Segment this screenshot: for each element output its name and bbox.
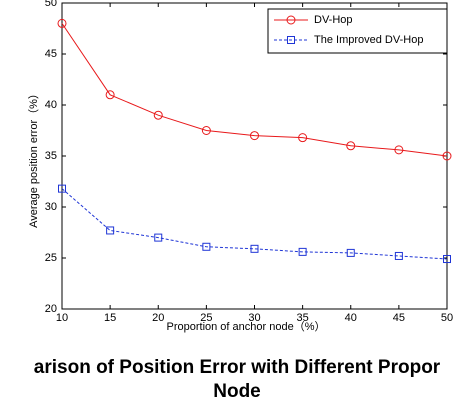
marker (298, 247, 307, 256)
x-axis-label: Proportion of anchor node（%） (167, 320, 326, 333)
x-tick-label: 40 (345, 312, 357, 324)
x-tick-label: 20 (152, 312, 164, 324)
x-tick-label: 35 (297, 312, 309, 324)
y-tick-label: 30 (45, 201, 57, 213)
y-tick-label: 45 (45, 48, 57, 60)
marker (250, 131, 259, 141)
y-tick-label: 25 (45, 252, 57, 264)
marker (201, 126, 211, 135)
legend-label: DV-Hop (314, 14, 353, 26)
caption-line: arison of Position Error with Different … (34, 357, 441, 378)
x-tick-label: 25 (200, 312, 212, 324)
y-tick-label: 50 (45, 0, 57, 9)
series-line (61, 23, 448, 157)
marker (153, 110, 163, 120)
marker (106, 226, 115, 235)
marker (298, 133, 308, 143)
legend-marker (287, 36, 295, 44)
marker (394, 251, 403, 260)
x-tick-label: 45 (393, 312, 405, 324)
y-tick-label: 35 (45, 150, 57, 162)
x-tick-label: 10 (56, 312, 68, 324)
legend-label: The Improved DV-Hop (314, 34, 423, 46)
marker (346, 248, 355, 257)
marker (346, 141, 356, 151)
x-tick-label: 50 (441, 312, 453, 324)
marker (57, 18, 67, 28)
marker (443, 255, 451, 264)
marker (442, 151, 452, 161)
x-tick-label: 30 (248, 312, 260, 324)
y-tick-label: 40 (45, 99, 57, 111)
marker (154, 233, 163, 242)
x-tick-label: 15 (104, 312, 116, 324)
marker (58, 184, 66, 193)
marker (250, 244, 259, 253)
legend-marker (286, 15, 296, 25)
marker (394, 145, 404, 155)
caption-line: Node (213, 381, 261, 402)
marker (105, 90, 115, 100)
marker (202, 242, 211, 251)
y-axis-label: Average position error（%） (27, 88, 40, 228)
y-tick-label: 20 (45, 303, 57, 315)
series-line (61, 188, 448, 260)
legend-box (267, 8, 448, 54)
